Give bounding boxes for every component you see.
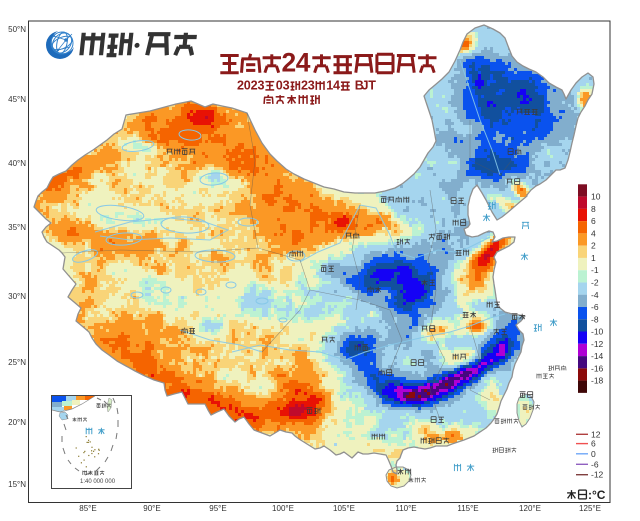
svg-text:100°E: 100°E [272,504,294,513]
svg-text:20°N: 20°N [8,418,26,427]
svg-text:3: 3 [258,78,265,92]
svg-text:25°N: 25°N [8,358,26,367]
svg-text:50°N: 50°N [8,25,26,34]
svg-text:30°N: 30°N [8,292,26,301]
svg-text:115°E: 115°E [457,504,478,513]
svg-text:4: 4 [296,48,311,78]
svg-text:85°E: 85°E [79,504,96,513]
svg-text:2: 2 [282,48,297,78]
svg-text:35°N: 35°N [8,223,26,232]
svg-text:95°E: 95°E [209,504,226,513]
svg-text:40°N: 40°N [8,159,26,168]
svg-text:45°N: 45°N [8,95,26,104]
svg-text:110°E: 110°E [395,504,416,513]
svg-text:3: 3 [283,78,290,92]
svg-text:125°E: 125°E [579,504,601,513]
svg-text:2: 2 [237,78,244,92]
svg-text:15°N: 15°N [8,480,26,489]
svg-text:0: 0 [276,78,283,92]
svg-text:2: 2 [251,78,258,92]
svg-text:105°E: 105°E [333,504,355,513]
svg-text:120°E: 120°E [519,504,541,513]
svg-text:0: 0 [244,78,251,92]
svg-text:90°E: 90°E [143,504,160,513]
